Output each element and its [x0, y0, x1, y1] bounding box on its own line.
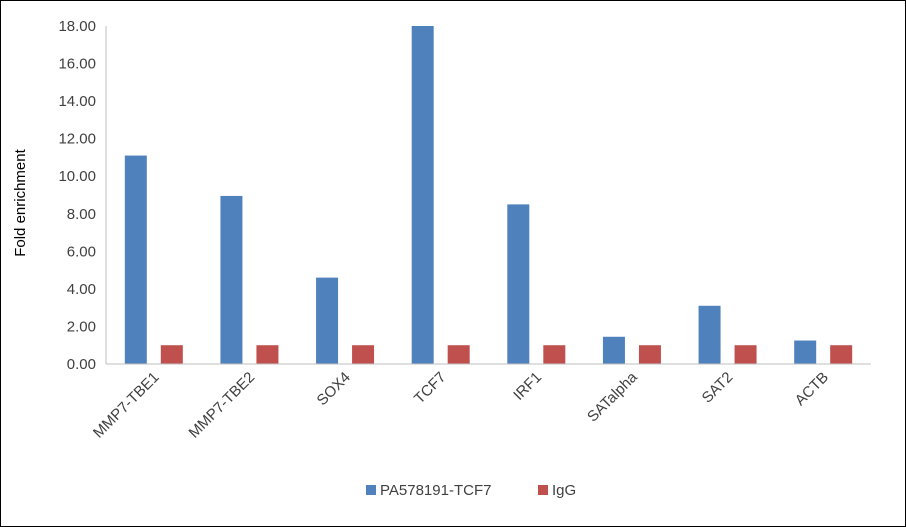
legend-label: IgG [552, 482, 576, 499]
x-tick-label: SOX4 [314, 369, 354, 409]
bar-irf1-tcf7 [507, 204, 530, 364]
bar-satalpha-igg [638, 345, 661, 364]
bars [124, 26, 853, 364]
y-tick-label: 8.00 [67, 206, 96, 223]
y-tick-label: 10.00 [58, 168, 96, 185]
y-tick-label: 4.00 [67, 281, 96, 298]
bar-actb-igg [830, 345, 853, 364]
bar-satalpha-tcf7 [602, 336, 625, 364]
bar-mmp7-tbe1-tcf7 [124, 155, 147, 364]
bar-tcf7-tcf7 [411, 26, 434, 364]
x-tick-label: MMP7-TBE1 [90, 369, 163, 442]
legend: PA578191-TCF7 IgG [366, 482, 576, 499]
legend-label: PA578191-TCF7 [380, 482, 491, 499]
bar-sox4-tcf7 [316, 277, 339, 364]
y-tick-label: 0.00 [67, 356, 96, 373]
bar-sat2-igg [734, 345, 757, 364]
y-tick-label: 12.00 [58, 131, 96, 148]
x-tick-label: SATalpha [584, 368, 641, 425]
x-tick-label: TCF7 [411, 369, 450, 408]
bar-mmp7-tbe1-igg [160, 345, 183, 364]
x-tick-label: IRF1 [510, 369, 545, 404]
y-tick-label: 18.00 [58, 18, 96, 35]
y-axis: 0.00 2.00 4.00 6.00 8.00 10.00 12.00 14.00 16.00… [58, 18, 107, 373]
y-tick-label: 16.00 [58, 56, 96, 73]
x-axis: MMP7-TBE1 MMP7-TBE2 SOX4 TCF7 IRF1 SATalpha SA… [90, 363, 871, 442]
bar-sox4-igg [352, 345, 375, 364]
bar-mmp7-tbe2-igg [256, 345, 279, 364]
y-tick-label: 14.00 [58, 93, 96, 110]
y-tick-label: 2.00 [67, 318, 96, 335]
y-axis-label: Fold enrichment [12, 148, 29, 256]
x-tick-label: MMP7-TBE2 [186, 369, 259, 442]
bar-sat2-tcf7 [698, 305, 721, 364]
x-tick-label: ACTB [792, 369, 832, 409]
x-tick-label: SAT2 [699, 369, 737, 407]
bar-tcf7-igg [447, 345, 470, 364]
bar-irf1-igg [543, 345, 566, 364]
bar-mmp7-tbe2-tcf7 [220, 195, 243, 364]
y-tick-label: 6.00 [67, 243, 96, 260]
legend-swatch [538, 485, 548, 495]
bar-actb-tcf7 [794, 340, 817, 364]
legend-swatch [366, 485, 376, 495]
